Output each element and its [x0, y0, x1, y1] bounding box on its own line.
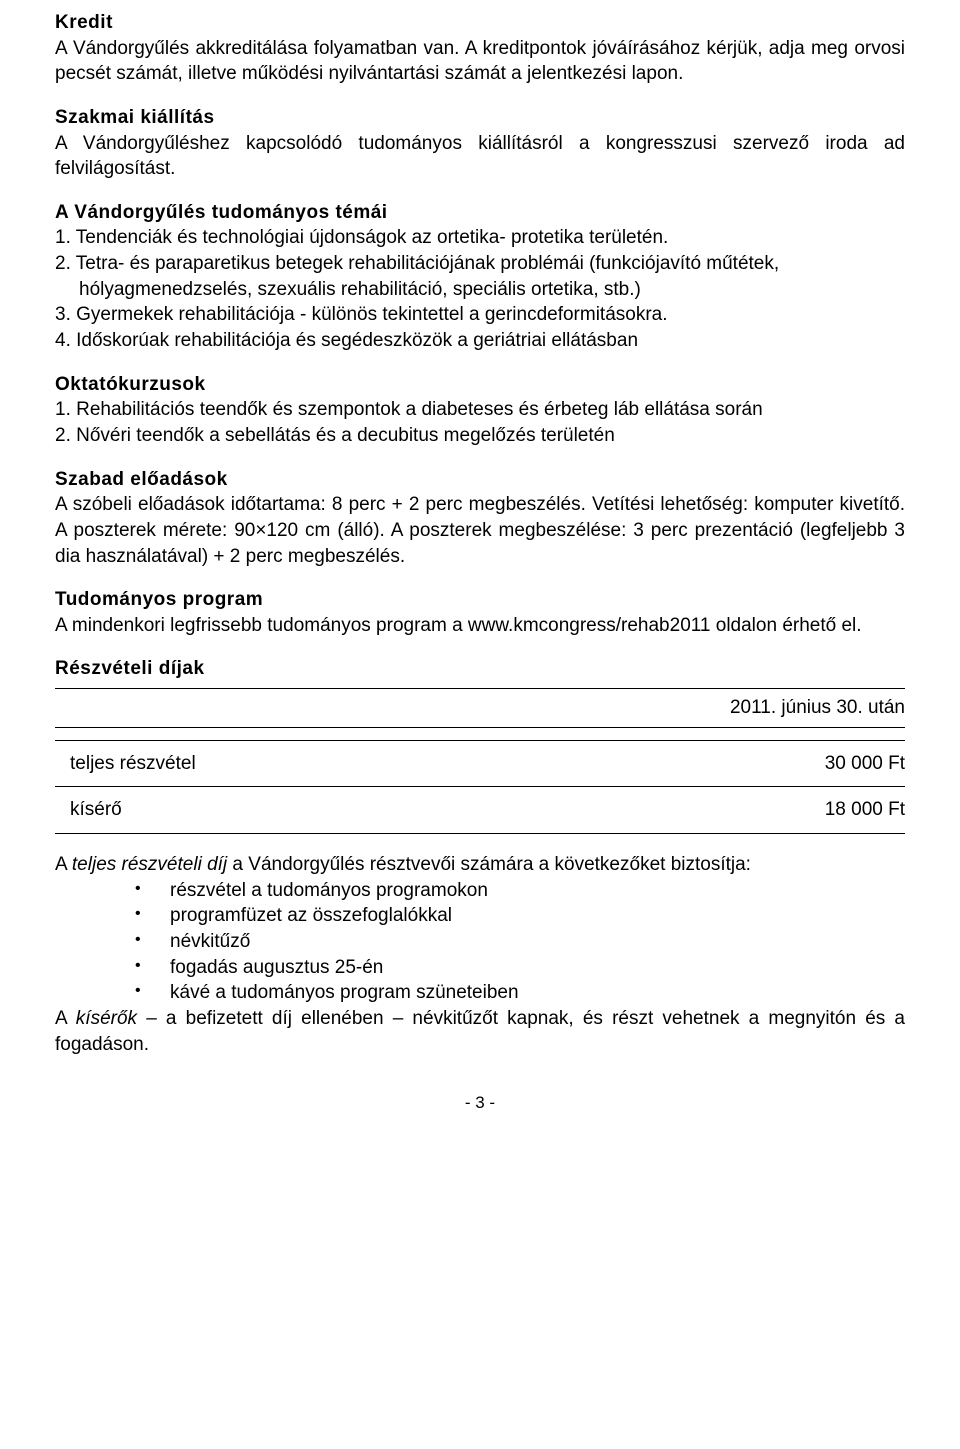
temai-item-1: 1. Tendenciák és technológiai újdonságok… — [55, 225, 905, 251]
table-row: teljes részvétel 30 000 Ft — [55, 740, 905, 788]
bullet-item: programfüzet az összefoglalókkal — [135, 903, 905, 929]
oktato-item-1: 1. Rehabilitációs teendők és szempontok … — [55, 397, 905, 423]
oktato-item-2: 2. Nővéri teendők a sebellátás és a decu… — [55, 423, 905, 449]
szabad-heading: Szabad előadások — [55, 467, 905, 493]
temai-item-2: 2. Tetra- és paraparetikus betegek rehab… — [55, 251, 905, 302]
row-label: teljes részvétel — [70, 751, 196, 777]
table-header: 2011. június 30. után — [55, 688, 905, 728]
fees-table: 2011. június 30. után teljes részvétel 3… — [55, 688, 905, 834]
row-value: 18 000 Ft — [825, 797, 905, 823]
program-heading: Tudományos program — [55, 587, 905, 613]
bullet-item: kávé a tudományos program szüneteiben — [135, 980, 905, 1006]
bullet-item: fogadás augusztus 25-én — [135, 955, 905, 981]
bullet-item: névkitűző — [135, 929, 905, 955]
row-label: kísérő — [70, 797, 122, 823]
oktato-heading: Oktatókurzusok — [55, 372, 905, 398]
szakmai-text: A Vándorgyűléshez kapcsolódó tudományos … — [55, 131, 905, 182]
temai-heading: A Vándorgyűlés tudományos témái — [55, 200, 905, 226]
teljes-intro: A teljes részvételi díj a Vándorgyűlés r… — [55, 852, 905, 878]
kredit-heading: Kredit — [55, 10, 905, 36]
bullet-item: részvétel a tudományos programokon — [135, 878, 905, 904]
temai-item-3: 3. Gyermekek rehabilitációja - különös t… — [55, 302, 905, 328]
teljes-outro: A kísérők – a befizetett díj ellenében –… — [55, 1006, 905, 1057]
row-value: 30 000 Ft — [825, 751, 905, 777]
program-text: A mindenkori legfrissebb tudományos prog… — [55, 613, 905, 639]
szabad-text: A szóbeli előadások időtartama: 8 perc +… — [55, 492, 905, 569]
page-number: - 3 - — [55, 1092, 905, 1115]
szakmai-heading: Szakmai kiállítás — [55, 105, 905, 131]
table-header-date: 2011. június 30. után — [730, 695, 905, 721]
table-row: kísérő 18 000 Ft — [55, 787, 905, 834]
dijak-heading: Részvételi díjak — [55, 656, 905, 682]
temai-item-4: 4. Időskorúak rehabilitációja és segédes… — [55, 328, 905, 354]
kredit-text: A Vándorgyűlés akkreditálása folyamatban… — [55, 36, 905, 87]
bullet-list: részvétel a tudományos programokon progr… — [55, 878, 905, 1006]
